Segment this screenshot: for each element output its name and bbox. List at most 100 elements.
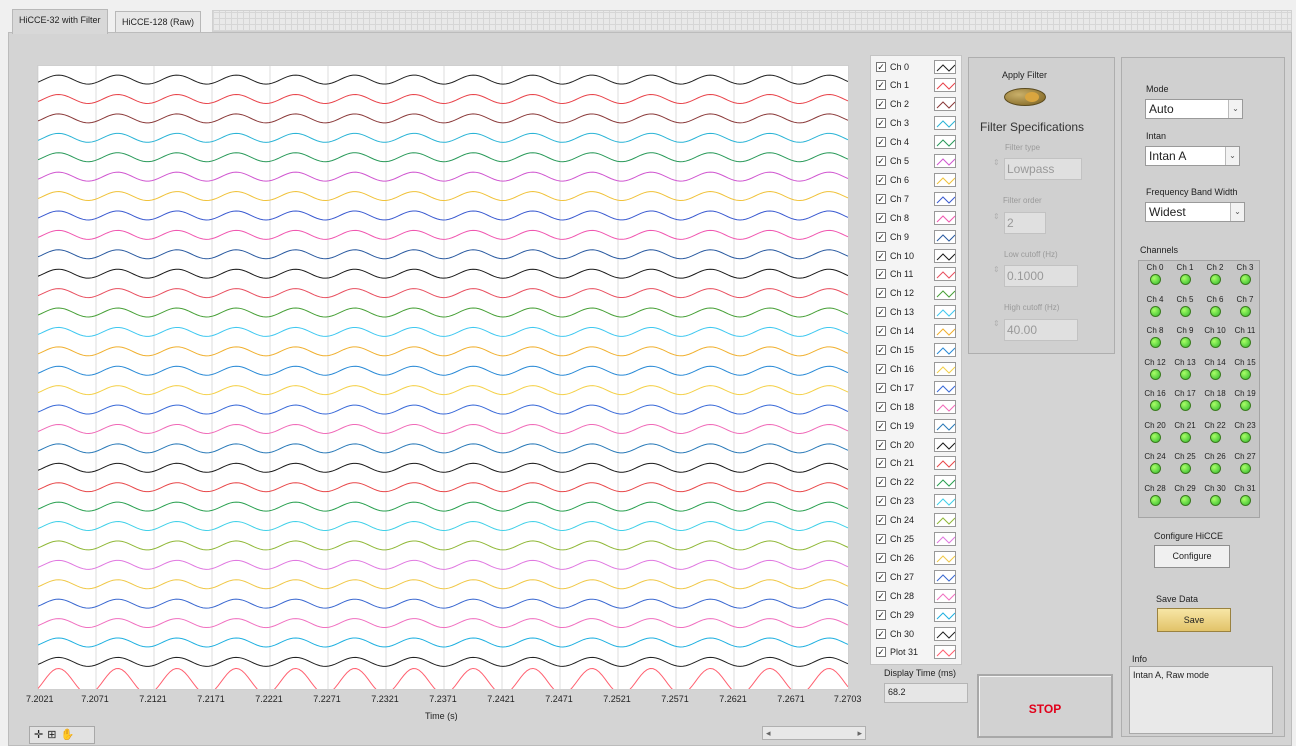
scroll-left-icon[interactable]: ◂: [766, 727, 771, 738]
legend-item[interactable]: ✓ Ch 7: [876, 190, 960, 207]
legend-checkbox[interactable]: ✓: [876, 420, 886, 431]
legend-item[interactable]: ✓ Ch 20: [876, 436, 960, 453]
legend-swatch[interactable]: [934, 210, 956, 225]
legend-item[interactable]: ✓ Ch 8: [876, 209, 960, 226]
legend-checkbox[interactable]: ✓: [876, 552, 886, 563]
legend-checkbox[interactable]: ✓: [876, 137, 886, 148]
legend-item[interactable]: ✓ Ch 13: [876, 304, 960, 321]
spinner-icon[interactable]: ⇕: [993, 158, 1000, 167]
spinner-icon[interactable]: ⇕: [993, 212, 1000, 221]
legend-item[interactable]: ✓ Ch 4: [876, 134, 960, 151]
legend-item[interactable]: ✓ Ch 6: [876, 171, 960, 188]
legend-checkbox[interactable]: ✓: [876, 250, 886, 261]
legend-item[interactable]: ✓ Ch 23: [876, 493, 960, 510]
legend-item[interactable]: ✓ Ch 25: [876, 531, 960, 548]
legend-item[interactable]: ✓ Ch 14: [876, 323, 960, 340]
legend-checkbox[interactable]: ✓: [876, 363, 886, 374]
legend-swatch[interactable]: [934, 97, 956, 112]
band-width-select[interactable]: Widest ⌄: [1145, 202, 1245, 222]
legend-item[interactable]: ✓ Ch 26: [876, 549, 960, 566]
intan-select[interactable]: Intan A ⌄: [1145, 146, 1240, 166]
legend-checkbox[interactable]: ✓: [876, 628, 886, 639]
legend-item[interactable]: ✓ Ch 1: [876, 77, 960, 94]
legend-swatch[interactable]: [934, 513, 956, 528]
legend-checkbox[interactable]: ✓: [876, 477, 886, 488]
legend-swatch[interactable]: [934, 248, 956, 263]
legend-checkbox[interactable]: ✓: [876, 61, 886, 72]
legend-checkbox[interactable]: ✓: [876, 382, 886, 393]
stop-button[interactable]: STOP: [977, 674, 1113, 738]
legend-checkbox[interactable]: ✓: [876, 80, 886, 91]
legend-swatch[interactable]: [934, 437, 956, 452]
legend-item[interactable]: ✓ Ch 28: [876, 587, 960, 604]
legend-checkbox[interactable]: ✓: [876, 345, 886, 355]
legend-checkbox[interactable]: ✓: [876, 118, 886, 129]
legend-swatch[interactable]: [934, 550, 956, 565]
legend-swatch[interactable]: [934, 532, 956, 546]
legend-item[interactable]: ✓ Ch 2: [876, 96, 960, 113]
legend-swatch[interactable]: [934, 305, 956, 320]
legend-swatch[interactable]: [934, 59, 956, 74]
legend-swatch[interactable]: [934, 456, 956, 471]
legend-item[interactable]: ✓ Ch 24: [876, 512, 960, 529]
legend-swatch[interactable]: [934, 343, 956, 357]
legend-checkbox[interactable]: ✓: [876, 193, 886, 204]
legend-checkbox[interactable]: ✓: [876, 231, 886, 242]
legend-swatch[interactable]: [934, 380, 956, 395]
legend-swatch[interactable]: [934, 588, 956, 603]
waveform-graph[interactable]: [37, 65, 849, 690]
legend-item[interactable]: ✓ Ch 11: [876, 266, 960, 283]
legend-swatch[interactable]: [934, 229, 956, 244]
legend-checkbox[interactable]: ✓: [876, 534, 886, 544]
legend-swatch[interactable]: [934, 286, 956, 301]
chevron-down-icon[interactable]: ⌄: [1225, 147, 1239, 165]
legend-item[interactable]: ✓ Ch 19: [876, 417, 960, 434]
legend-checkbox[interactable]: ✓: [876, 326, 886, 337]
scroll-right-icon[interactable]: ▸: [857, 727, 862, 738]
legend-item[interactable]: ✓ Ch 22: [876, 474, 960, 491]
zoom-icon[interactable]: ⊞: [47, 729, 57, 741]
legend-checkbox[interactable]: ✓: [876, 439, 886, 450]
legend-swatch[interactable]: [934, 78, 956, 93]
legend-swatch[interactable]: [934, 569, 956, 584]
legend-item[interactable]: ✓ Ch 3: [876, 115, 960, 132]
legend-checkbox[interactable]: ✓: [876, 401, 886, 412]
tab-hicce-32[interactable]: HiCCE-32 with Filter: [12, 9, 108, 34]
legend-swatch[interactable]: [934, 154, 956, 168]
legend-swatch[interactable]: [934, 626, 956, 641]
apply-filter-toggle[interactable]: [1004, 88, 1046, 106]
legend-swatch[interactable]: [934, 116, 956, 131]
chevron-down-icon[interactable]: ⌄: [1230, 203, 1244, 221]
configure-button[interactable]: Configure: [1154, 545, 1230, 568]
legend-checkbox[interactable]: ✓: [876, 609, 886, 620]
legend-checkbox[interactable]: ✓: [876, 269, 886, 280]
legend-swatch[interactable]: [934, 267, 956, 282]
legend-swatch[interactable]: [934, 172, 956, 187]
spinner-icon[interactable]: ⇕: [993, 319, 1000, 328]
legend-swatch[interactable]: [934, 418, 956, 433]
legend-item[interactable]: ✓ Ch 17: [876, 379, 960, 396]
legend-checkbox[interactable]: ✓: [876, 288, 886, 299]
legend-item[interactable]: ✓ Ch 30: [876, 625, 960, 642]
legend-swatch[interactable]: [934, 191, 956, 206]
pan-icon[interactable]: ✋: [60, 729, 75, 741]
legend-item[interactable]: ✓ Ch 0: [876, 58, 960, 75]
legend-checkbox[interactable]: ✓: [876, 307, 886, 318]
legend-swatch[interactable]: [934, 324, 956, 339]
legend-item[interactable]: ✓ Plot 31: [876, 644, 960, 661]
mode-select[interactable]: Auto ⌄: [1145, 99, 1243, 119]
chevron-down-icon[interactable]: ⌄: [1228, 100, 1242, 118]
legend-swatch[interactable]: [934, 135, 956, 150]
legend-swatch[interactable]: [934, 475, 956, 490]
legend-swatch[interactable]: [934, 399, 956, 414]
legend-item[interactable]: ✓ Ch 21: [876, 455, 960, 472]
legend-checkbox[interactable]: ✓: [876, 212, 886, 223]
graph-palette[interactable]: ✛ ⊞ ✋: [29, 726, 95, 744]
legend-item[interactable]: ✓ Ch 12: [876, 285, 960, 302]
legend-checkbox[interactable]: ✓: [876, 156, 886, 166]
legend-item[interactable]: ✓ Ch 18: [876, 398, 960, 415]
legend-checkbox[interactable]: ✓: [876, 174, 886, 185]
legend-item[interactable]: ✓ Ch 16: [876, 360, 960, 377]
legend-checkbox[interactable]: ✓: [876, 571, 886, 582]
legend-swatch[interactable]: [934, 494, 956, 509]
